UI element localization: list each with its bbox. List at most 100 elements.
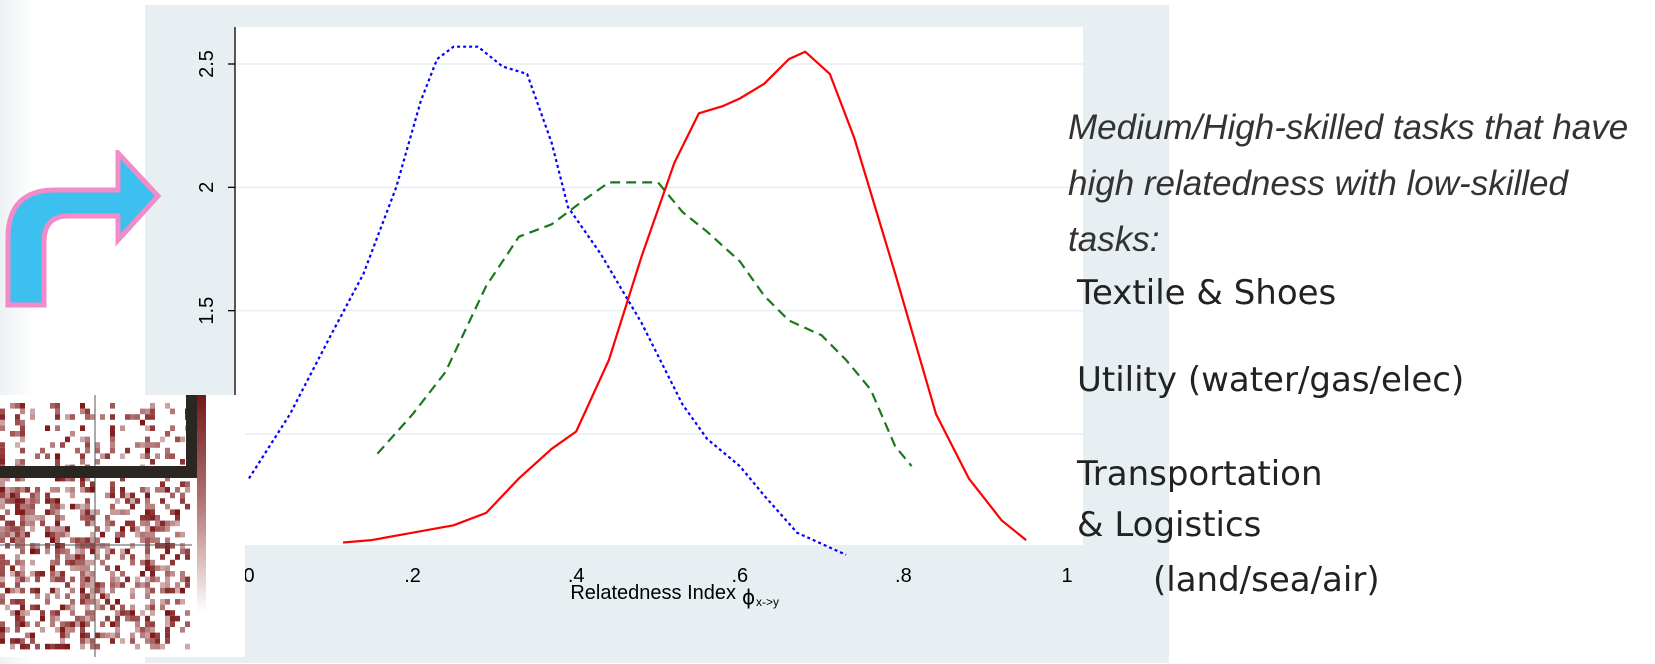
heatmap-cell (20, 565, 25, 571)
heatmap-cell (150, 531, 155, 538)
heatmap-cell (5, 487, 10, 493)
heatmap-cell (110, 487, 115, 493)
heatmap-cell (5, 509, 10, 515)
heatmap-cell (90, 548, 95, 555)
heatmap-cell (70, 414, 75, 420)
heatmap-cell (80, 459, 85, 465)
heatmap-cell (150, 576, 155, 583)
heatmap-cell (120, 582, 125, 588)
heatmap-cell (0, 487, 5, 493)
heatmap-cell (75, 537, 80, 543)
heatmap-cell (80, 503, 85, 510)
heatmap-cell (170, 425, 175, 431)
heatmap-cell (55, 453, 60, 459)
heatmap-cell (130, 593, 135, 599)
heatmap-cell (70, 576, 75, 583)
heatmap-cell (90, 610, 95, 616)
heatmap-cell (35, 498, 40, 504)
heatmap-cell (60, 503, 65, 510)
heatmap-cell (80, 436, 85, 443)
heatmap-cell (85, 503, 90, 510)
heatmap-cell (35, 548, 40, 555)
heatmap-cell (110, 638, 115, 644)
heatmap-cell (180, 587, 185, 594)
heatmap-cell (80, 638, 85, 644)
heatmap-cell (20, 587, 25, 594)
heatmap-cell (85, 582, 90, 588)
heatmap-cell (150, 442, 155, 448)
heatmap-cell (90, 593, 95, 599)
heatmap-cell (130, 615, 135, 622)
heatmap-cell (55, 515, 60, 521)
heatmap-cell (95, 582, 100, 588)
heatmap-cell (70, 627, 75, 633)
heatmap-cell (145, 576, 150, 583)
heatmap-cell (90, 615, 95, 622)
heatmap-cell (80, 576, 85, 583)
heatmap-cell (130, 492, 135, 499)
heatmap-cell (150, 621, 155, 627)
heatmap-cell (35, 543, 40, 549)
heatmap-cell (70, 565, 75, 571)
heatmap-cell (180, 571, 185, 577)
heatmap-cell (150, 610, 155, 616)
heatmap-cell (105, 615, 110, 622)
heatmap-cell (130, 520, 135, 527)
heatmap-cell (15, 431, 20, 437)
heatmap-cell (185, 610, 190, 616)
heatmap-cell (165, 475, 170, 482)
heatmap-cell (160, 565, 165, 571)
heatmap-cell (25, 643, 30, 650)
heatmap-cell (125, 509, 130, 515)
y-tick-label: 2 (196, 182, 218, 193)
heatmap-cell (15, 638, 20, 644)
heatmap-cell (65, 604, 70, 611)
heatmap-cell (85, 615, 90, 622)
x-axis-phi-symbol: ϕ (742, 585, 755, 609)
heatmap-cell (65, 632, 70, 639)
heatmap-cell (10, 492, 15, 499)
plot-area (235, 27, 1083, 545)
heatmap-cell (95, 587, 100, 594)
heatmap-cell (15, 537, 20, 543)
heatmap-cell (155, 632, 160, 639)
heatmap-cell (35, 621, 40, 627)
y-tick-label: 2.5 (196, 50, 218, 78)
heatmap-cell (50, 487, 55, 493)
heatmap-cell (145, 554, 150, 560)
heatmap-cell (110, 414, 115, 420)
heatmap-cell (15, 599, 20, 605)
heatmap-cell (145, 582, 150, 588)
heatmap-cell (135, 627, 140, 633)
heatmap-cell (170, 408, 175, 415)
heatmap-cell (80, 548, 85, 555)
heatmap-cell (185, 481, 190, 487)
heatmap-cell (20, 604, 25, 611)
heatmap-cell (160, 643, 165, 650)
heatmap-cell (85, 559, 90, 566)
heatmap-cell (175, 582, 180, 588)
heatmap-cell (170, 587, 175, 594)
heatmap-cell (135, 498, 140, 504)
heatmap-cell (145, 487, 150, 493)
heatmap-cell (170, 559, 175, 566)
heatmap-cell (115, 498, 120, 504)
heatmap-cell (135, 526, 140, 532)
heatmap-cell (170, 571, 175, 577)
heatmap-cell (50, 503, 55, 510)
heatmap-cell (0, 554, 5, 560)
heatmap-cell (15, 492, 20, 499)
heatmap-cell (5, 559, 10, 566)
heatmap-cell (45, 453, 50, 459)
heatmap-cell (145, 615, 150, 622)
heatmap-cell (80, 403, 85, 409)
heatmap-cell (105, 526, 110, 532)
heatmap-cell (85, 632, 90, 639)
heatmap-cell (20, 526, 25, 532)
heatmap-cell (165, 621, 170, 627)
heatmap-cell (140, 610, 145, 616)
heatmap-cell (130, 554, 135, 560)
heatmap-thumbnail (0, 395, 245, 657)
heatmap-cell (5, 587, 10, 594)
heatmap-cell (30, 571, 35, 577)
